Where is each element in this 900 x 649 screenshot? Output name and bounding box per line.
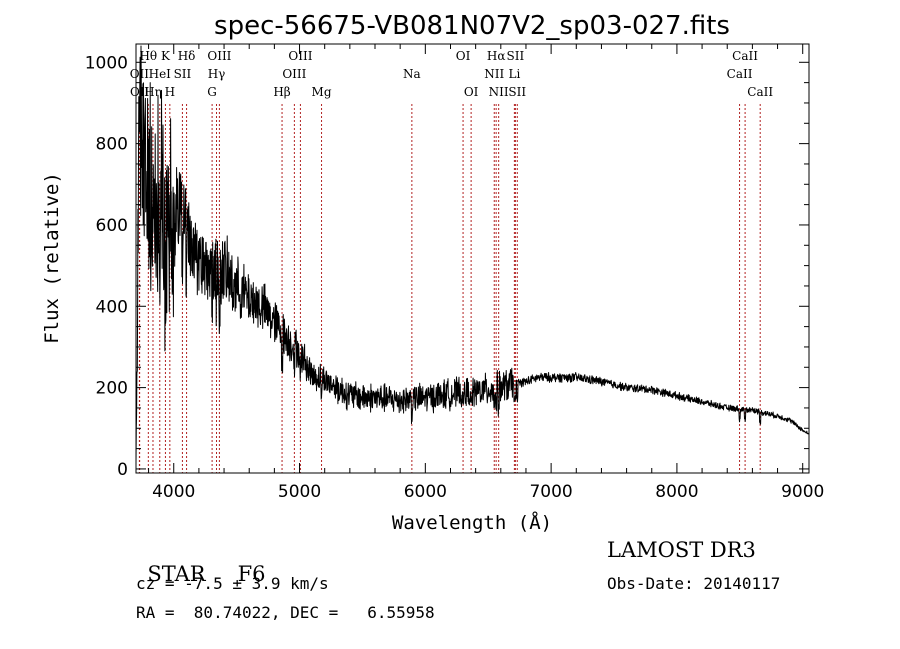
spectral-line-label: HeI [149, 67, 172, 81]
chart-title: spec-56675-VB081N07V2_sp03-027.fits [214, 11, 730, 41]
object-class: STAR F6 [134, 538, 266, 586]
plot-frame [135, 43, 810, 474]
y-tick-label: 600 [96, 216, 128, 236]
x-tick-label: 5000 [278, 482, 321, 502]
spectral-line-label: CaII [747, 85, 773, 99]
x-tick-label: 9000 [781, 482, 824, 502]
x-tick-label: 6000 [404, 482, 447, 502]
spectral-line-label: OI [456, 49, 471, 63]
y-tick-label: 400 [96, 297, 128, 317]
spectral-line-label: K [161, 49, 171, 63]
spectral-line-label: Hα [487, 49, 506, 63]
spectral-line-label: SII [174, 67, 192, 81]
spectral-line-label: OIII [288, 49, 312, 63]
spectral-line-label: Hθ [139, 49, 157, 63]
y-tick-label: 0 [117, 460, 128, 480]
spectral-line-label: OIII [207, 49, 231, 63]
x-tick-label: 8000 [655, 482, 698, 502]
x-tick-label: 7000 [529, 482, 572, 502]
y-tick-label: 200 [96, 379, 128, 399]
spectral-line-label: OIII [282, 67, 306, 81]
spectral-line-label: Mg [312, 85, 332, 99]
y-tick-label: 800 [96, 135, 128, 155]
spectral-line-label: G [207, 85, 217, 99]
spectral-line-label: Hγ [208, 67, 226, 81]
spectral-line-label: Hη [144, 85, 162, 99]
x-axis-label: Wavelength (Å) [392, 511, 552, 534]
survey-label: LAMOST DR3 [607, 538, 756, 562]
spectral-line-label: Hβ [273, 85, 290, 99]
spectral-line-label: NII [489, 85, 509, 99]
spectrum-line [135, 45, 810, 464]
spectral-line-label: OI [464, 85, 479, 99]
spectral-line-label: Hδ [178, 49, 196, 63]
spectral-line-label: SII [507, 49, 525, 63]
axis-ticks: 4000 5000 6000 7000 8000 9000 0 200 400 600 800 100… [85, 44, 824, 502]
spectral-line-label: NII [484, 67, 504, 81]
redshift-readout: cz = -7.5 ± 3.9 km/s [136, 574, 329, 593]
spectral-line-label: Na [403, 67, 421, 81]
coordinates-readout: RA = 80.74022, DEC = 6.55958 [136, 603, 435, 622]
y-tick-label: 1000 [85, 53, 128, 73]
x-tick-label: 4000 [152, 482, 195, 502]
spectral-line-label: CaII [727, 67, 753, 81]
class-label: STAR [147, 562, 206, 586]
subclass-label: F6 [237, 562, 266, 586]
y-axis-label: Flux (relative) [41, 172, 63, 344]
spectral-line-label: H [165, 85, 175, 99]
spectrum-trace [135, 45, 810, 464]
obs-date-readout: Obs-Date: 20140117 [607, 574, 781, 593]
spectral-line-label: SII [508, 85, 526, 99]
spectral-line-label: CaII [732, 49, 758, 63]
spectral-line-label: Li [508, 67, 520, 81]
